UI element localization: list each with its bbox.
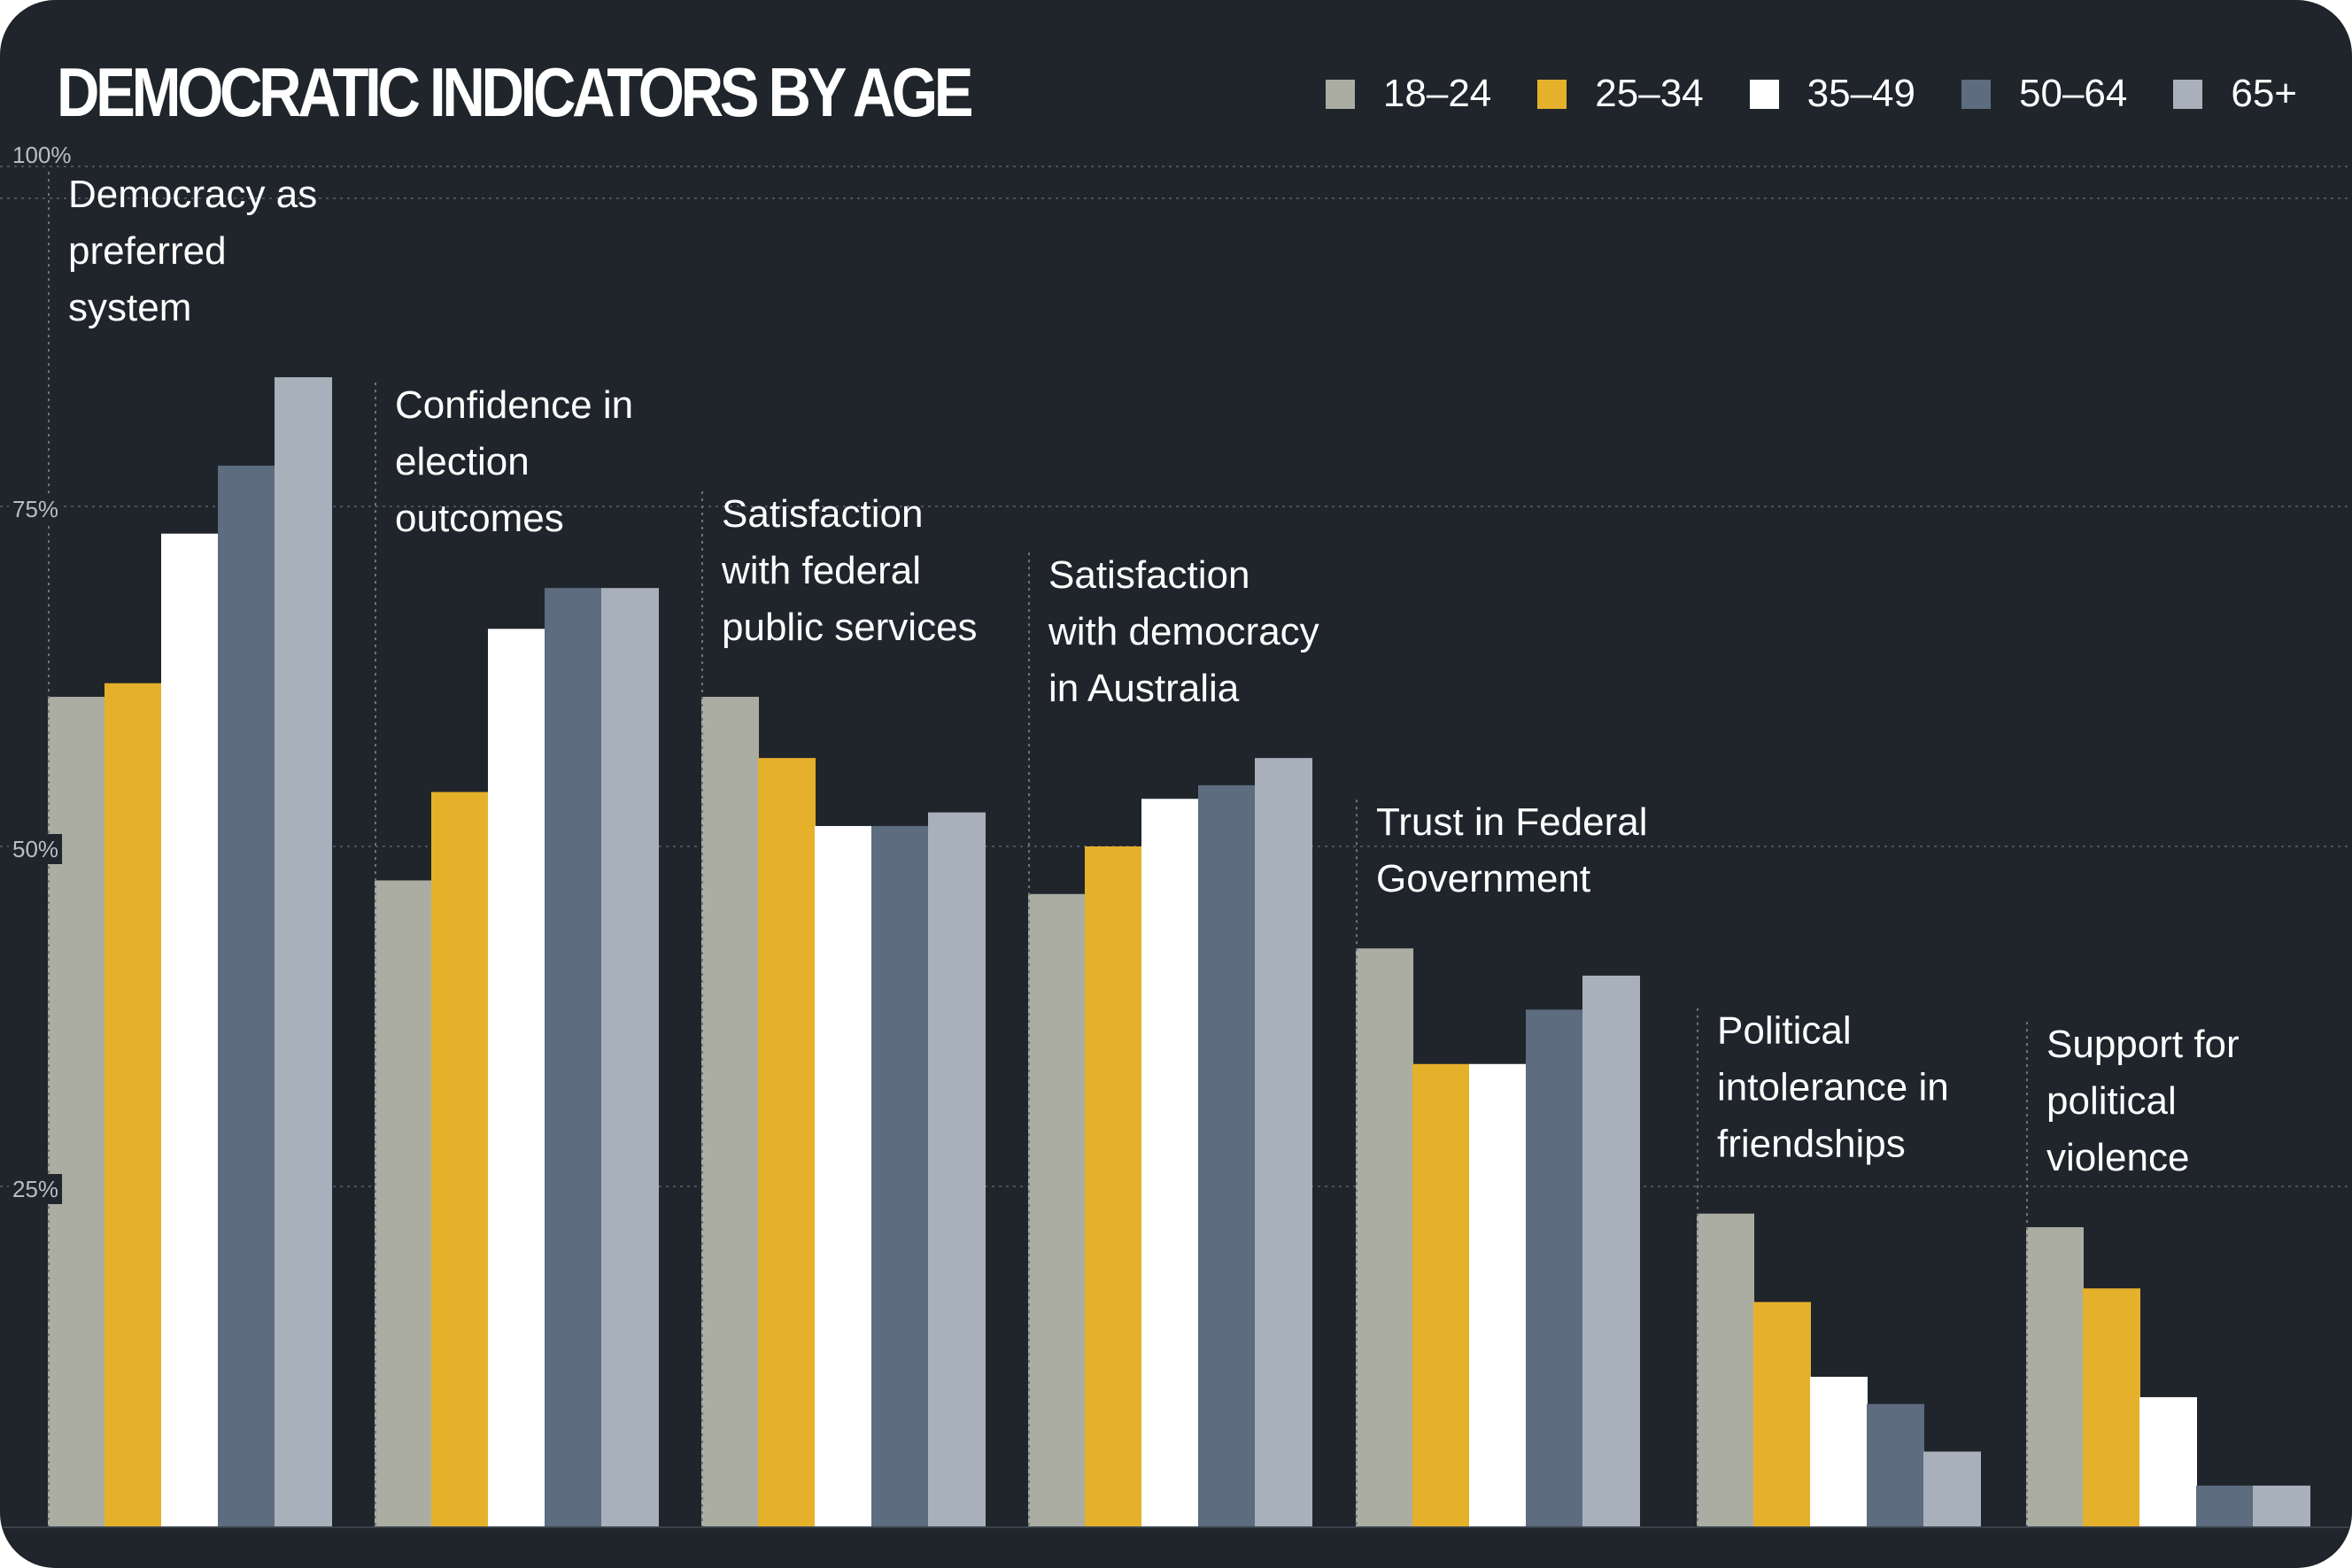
category-label: system bbox=[68, 286, 191, 329]
bar bbox=[104, 683, 162, 1526]
category-label: Political bbox=[1717, 1009, 1852, 1053]
legend-swatch bbox=[1961, 79, 1991, 109]
bar bbox=[545, 588, 602, 1527]
bar bbox=[1469, 1063, 1527, 1526]
legend-label: 35–49 bbox=[1807, 72, 1915, 115]
chart-title: DEMOCRATIC INDICATORS BY AGE bbox=[57, 53, 974, 131]
bar bbox=[1198, 784, 1256, 1526]
category-label: Satisfaction bbox=[1048, 553, 1250, 597]
legend-label: 65+ bbox=[2231, 72, 2297, 115]
bar bbox=[1141, 799, 1199, 1526]
bar bbox=[1255, 758, 1312, 1526]
category-label: outcomes bbox=[395, 497, 564, 540]
category-label: intolerance in bbox=[1717, 1066, 1949, 1109]
category-label: preferred bbox=[68, 229, 227, 273]
bar bbox=[2139, 1397, 2197, 1526]
legend-label: 18–24 bbox=[1382, 72, 1492, 115]
bar bbox=[1582, 975, 1640, 1526]
bar bbox=[1810, 1377, 1868, 1526]
bar bbox=[871, 825, 929, 1526]
category-label: in Australia bbox=[1048, 667, 1240, 710]
bar bbox=[1697, 1213, 1754, 1526]
bar bbox=[758, 758, 816, 1526]
category-label: violence bbox=[2046, 1136, 2189, 1179]
y-tick-label: 100% bbox=[12, 142, 72, 168]
category-label: election bbox=[395, 440, 530, 483]
bar bbox=[928, 812, 986, 1526]
bar bbox=[161, 533, 219, 1526]
legend-item-65plus: 65+ bbox=[2173, 74, 2297, 113]
bar bbox=[431, 792, 489, 1526]
bar bbox=[1526, 1009, 1583, 1526]
bar bbox=[1028, 893, 1086, 1526]
bar bbox=[1923, 1451, 1981, 1526]
category-label: with federal bbox=[721, 549, 921, 592]
category-label: public services bbox=[722, 606, 978, 649]
legend-item-25-34: 25–34 bbox=[1537, 72, 1704, 115]
y-tick-label: 25% bbox=[12, 1176, 58, 1202]
category-label: Democracy as bbox=[68, 173, 317, 216]
bar bbox=[815, 825, 872, 1526]
bar bbox=[2196, 1485, 2254, 1526]
legend-swatch bbox=[1537, 79, 1567, 109]
bar bbox=[375, 880, 432, 1526]
legend-swatch bbox=[1325, 79, 1355, 109]
bar bbox=[48, 697, 105, 1526]
legend-item-18-24: 18–24 bbox=[1325, 72, 1492, 115]
bar bbox=[275, 377, 332, 1527]
bar bbox=[218, 465, 275, 1527]
bar bbox=[1412, 1063, 1470, 1526]
legend-item-35-49: 35–49 bbox=[1749, 72, 1915, 115]
category-label: friendships bbox=[1717, 1123, 1906, 1166]
bar bbox=[601, 588, 659, 1527]
y-tick-label-backing bbox=[9, 494, 63, 524]
category-label: Trust in Federal bbox=[1376, 800, 1647, 844]
bar bbox=[488, 629, 545, 1526]
bar bbox=[2253, 1485, 2310, 1526]
bar bbox=[1085, 846, 1142, 1526]
category-label: Satisfaction bbox=[722, 492, 923, 536]
category-label: political bbox=[2046, 1079, 2177, 1123]
bar bbox=[1867, 1403, 1924, 1526]
legend-swatch bbox=[2173, 79, 2203, 109]
category-label: with democracy bbox=[1048, 610, 1319, 653]
bar bbox=[2083, 1288, 2140, 1526]
legend-swatch bbox=[1749, 79, 1779, 109]
legend: 18–24 25–34 35–49 50–64 65+ bbox=[1280, 74, 2297, 113]
bar bbox=[1356, 948, 1413, 1526]
bar bbox=[701, 697, 759, 1526]
legend-item-50-64: 50–64 bbox=[1961, 74, 2127, 113]
bar bbox=[2026, 1227, 2084, 1526]
y-tick-label: 75% bbox=[12, 496, 58, 522]
y-tick-label: 50% bbox=[12, 836, 58, 862]
y-tick-label-backing bbox=[9, 834, 63, 864]
y-tick-label-backing bbox=[9, 1174, 63, 1204]
legend-label: 25–34 bbox=[1595, 72, 1704, 115]
category-label: Confidence in bbox=[395, 383, 633, 427]
category-label: Government bbox=[1376, 857, 1590, 900]
category-label: Support for bbox=[2046, 1023, 2240, 1066]
legend-label: 50–64 bbox=[2019, 72, 2128, 115]
bar bbox=[1753, 1302, 1811, 1526]
